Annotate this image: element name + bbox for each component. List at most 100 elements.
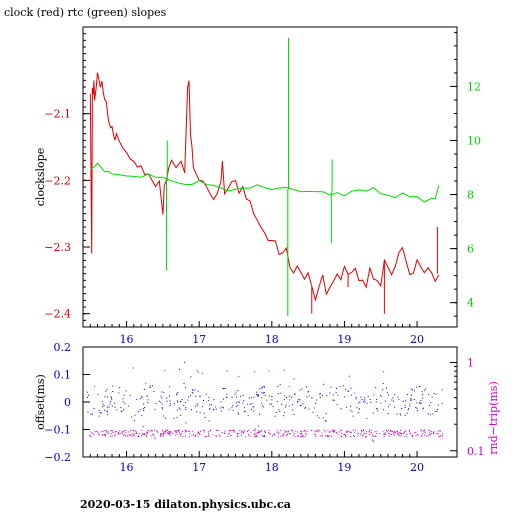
rndtrip-point (180, 434, 181, 435)
rndtrip-point (286, 431, 288, 433)
offset-point (139, 398, 141, 400)
offset-point (234, 393, 236, 395)
offset-point (428, 405, 430, 406)
offset-point (203, 412, 205, 414)
rndtrip-point (264, 434, 266, 436)
rndtrip-point (276, 429, 278, 431)
rndtrip-point (152, 434, 154, 436)
offset-point (289, 399, 291, 401)
offset-point (197, 404, 199, 406)
rndtrip-point (297, 431, 299, 433)
rndtrip-point (218, 434, 220, 436)
rndtrip-point (105, 434, 106, 436)
rndtrip-point (360, 433, 362, 435)
offset-point (326, 395, 328, 397)
rndtrip-point (240, 430, 242, 432)
offset-point (88, 394, 89, 396)
offset-point (330, 386, 332, 388)
offset-point (242, 394, 244, 396)
offset-point (252, 406, 254, 408)
rndtrip-point (388, 435, 390, 437)
rndtrip-point (237, 435, 239, 437)
offset-point (179, 408, 181, 410)
offset-point (400, 414, 402, 416)
offset-point (410, 399, 411, 401)
offset-point (112, 385, 114, 387)
offset-point (340, 408, 342, 410)
rndtrip-point (306, 433, 308, 435)
offset-point (358, 412, 360, 414)
offset-point (430, 414, 432, 416)
rndtrip-point (287, 434, 288, 435)
rndtrip-point (422, 433, 424, 435)
rndtrip-point (299, 389, 301, 391)
rndtrip-point (386, 431, 388, 433)
rndtrip-point (268, 432, 270, 434)
offset-point (102, 406, 104, 408)
bottom-left-y-tick-label: 0.2 (54, 341, 72, 354)
rndtrip-point (442, 435, 444, 437)
offset-point (282, 415, 284, 417)
offset-point (261, 402, 263, 404)
offset-point (363, 401, 364, 403)
offset-point (142, 426, 144, 428)
rndtrip-point (284, 432, 286, 434)
offset-point (422, 397, 424, 399)
rndtrip-point (122, 435, 124, 437)
offset-point (162, 403, 164, 405)
rndtrip-point (188, 430, 189, 432)
offset-point (251, 409, 252, 410)
rndtrip-point (198, 432, 200, 434)
rndtrip-point (218, 430, 220, 432)
offset-point (325, 413, 327, 415)
rndtrip-point (399, 435, 401, 437)
rndtrip-point (89, 434, 90, 436)
offset-point (112, 391, 114, 392)
offset-point (347, 390, 349, 392)
rndtrip-point (200, 430, 201, 432)
offset-point (345, 388, 347, 390)
offset-point (176, 394, 178, 396)
offset-point (133, 420, 135, 422)
offset-point (237, 401, 239, 403)
offset-point (382, 383, 384, 385)
offset-point (257, 394, 259, 396)
rndtrip-point (405, 430, 407, 432)
rndtrip-point (334, 430, 336, 431)
rndtrip-point (133, 435, 135, 437)
offset-point (162, 408, 163, 410)
rndtrip-point (180, 433, 182, 435)
offset-point (160, 395, 162, 397)
offset-point (266, 399, 268, 401)
rndtrip-point (101, 430, 103, 432)
offset-point (129, 395, 131, 397)
offset-point (373, 394, 375, 396)
rndtrip-point (273, 433, 275, 435)
offset-point (364, 436, 366, 438)
offset-point (98, 410, 100, 412)
rndtrip-point (304, 430, 306, 432)
offset-point (166, 400, 168, 402)
rndtrip-point (301, 404, 303, 406)
offset-point (197, 371, 199, 373)
offset-point (332, 399, 334, 401)
offset-point (194, 389, 196, 391)
offset-point (401, 408, 403, 409)
bottom-left-y-tick-label: 0 (64, 396, 71, 409)
offset-point (191, 389, 193, 391)
offset-point (97, 394, 99, 396)
offset-point (386, 387, 387, 389)
rndtrip-point (232, 429, 234, 431)
offset-point (399, 413, 401, 415)
offset-point (350, 387, 352, 389)
offset-point (313, 407, 315, 409)
offset-point (188, 396, 190, 398)
rndtrip-point (303, 430, 305, 432)
rndtrip-point (304, 429, 306, 431)
offset-point (350, 409, 351, 411)
offset-point (237, 404, 239, 406)
offset-point (348, 375, 350, 377)
offset-point (141, 415, 143, 417)
rndtrip-point (277, 433, 279, 435)
rndtrip-point (370, 432, 372, 434)
